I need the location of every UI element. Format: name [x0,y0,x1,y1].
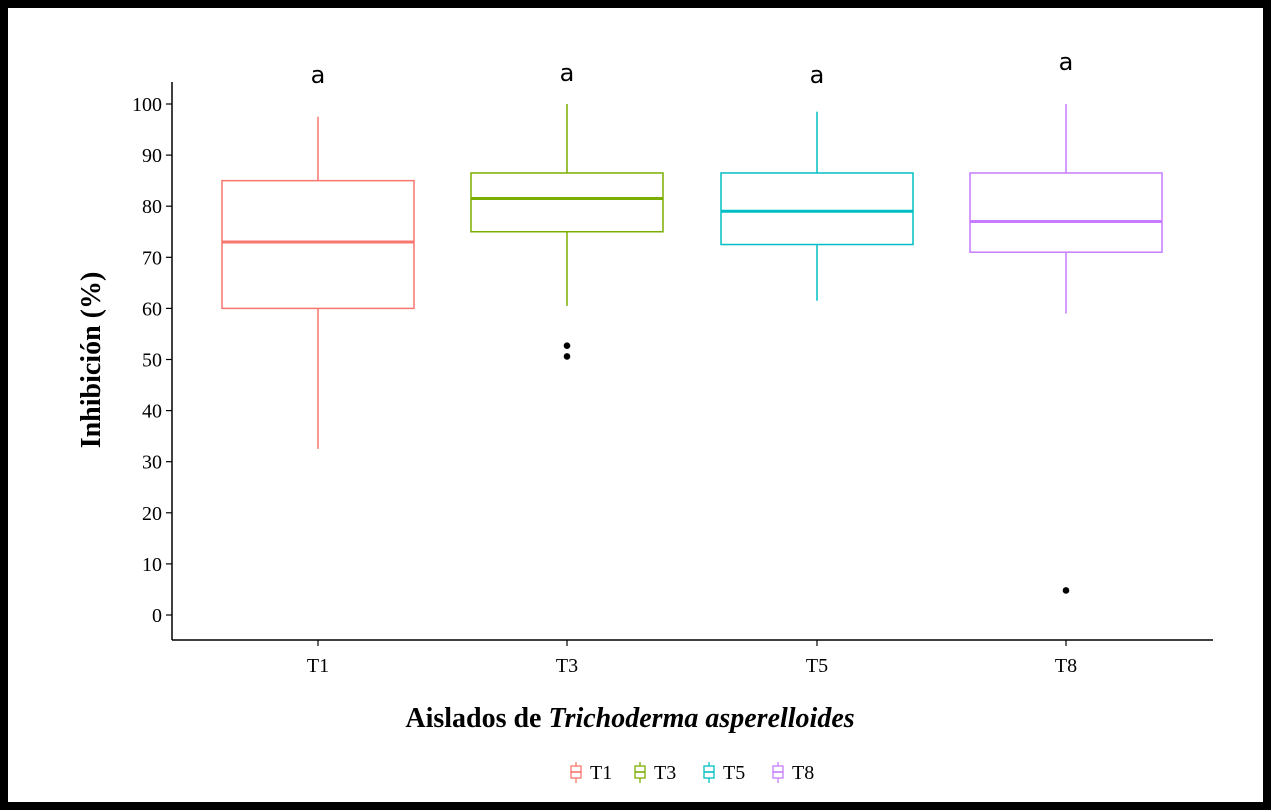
sig-letter-t5: a [810,61,825,89]
legend-label: T3 [654,762,676,784]
legend-label: T5 [723,762,745,784]
x-tick-label: T1 [307,655,329,677]
legend-item-t3: T3 [634,762,676,784]
outlier-point [563,342,571,350]
box-t8 [969,104,1163,594]
box-t3 [470,104,664,360]
y-tick-label: 50 [142,350,162,372]
box-iqr [221,179,415,310]
y-axis: 0 10 20 30 40 50 60 70 80 90 100 [132,82,173,640]
y-tick-label: 80 [142,196,162,218]
y-tick-label: 90 [142,145,162,167]
sig-letter-t8: a [1059,48,1074,76]
x-axis-title: Aislados de Trichoderma asperelloides [405,703,854,734]
x-axis: T1 T3 T5 T8 [172,639,1213,677]
x-tick-label: T8 [1055,655,1077,677]
box-iqr [969,172,1163,253]
box-iqr [720,172,914,246]
x-tick-label: T3 [556,655,578,677]
sig-letter-t3: a [560,59,575,87]
y-axis-title: Inhibición (%) [76,272,107,449]
x-axis-title-prefix: Aislados de [405,703,548,734]
legend-item-t5: T5 [703,762,745,784]
legend: T1 T3 T5 T8 [570,762,814,784]
y-tick-label: 40 [142,401,162,423]
box-t5 [720,111,914,301]
legend-label: T1 [590,762,612,784]
y-tick-label: 0 [152,605,162,627]
legend-item-t1: T1 [570,762,612,784]
x-tick-label: T5 [806,655,828,677]
x-axis-title-species: Trichoderma asperelloides [549,703,855,734]
outlier-point [1062,587,1070,594]
legend-item-t8: T8 [772,762,814,784]
legend-label: T8 [792,762,814,784]
y-tick-label: 60 [142,298,162,320]
y-tick-label: 10 [142,554,162,576]
y-tick-label: 100 [132,94,162,116]
sig-letter-t1: a [311,61,326,89]
box-t1 [221,116,415,449]
y-tick-label: 70 [142,247,162,269]
y-tick-label: 20 [142,503,162,525]
box-series [221,104,1163,594]
outlier-point [563,353,571,360]
box-iqr [470,172,664,233]
y-tick-label: 30 [142,452,162,474]
